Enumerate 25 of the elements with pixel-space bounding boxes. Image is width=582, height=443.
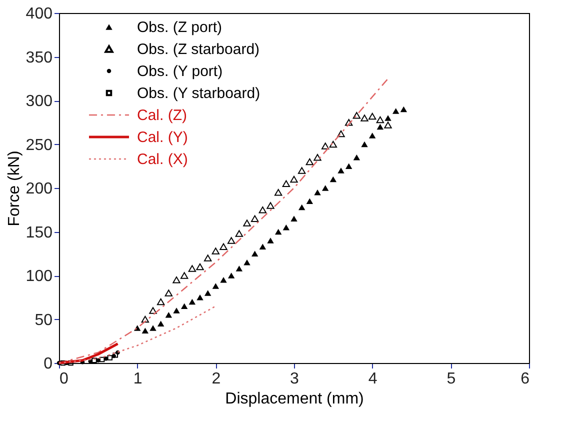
legend-label: Obs. (Y port)	[137, 63, 223, 80]
x-axis-title: Displacement (mm)	[225, 390, 364, 408]
legend-label: Cal. (Y)	[137, 129, 188, 146]
y-tick-label: 300	[26, 93, 53, 110]
y-tick-label: 400	[26, 6, 53, 22]
x-tick-label: 0	[60, 370, 68, 388]
y-tick-label: 0	[44, 356, 53, 372]
y-tick-label: 250	[26, 136, 53, 154]
legend-label: Obs. (Z port)	[137, 19, 222, 36]
legend-label: Obs. (Z starboard)	[137, 41, 260, 58]
y-tick-label: 200	[26, 180, 53, 198]
x-tick-label: 5	[446, 370, 456, 388]
legend-label: Obs. (Y starboard)	[137, 85, 260, 102]
legend-label: Cal. (X)	[137, 151, 188, 168]
x-tick-label: 2	[212, 370, 221, 388]
y-axis-title: Force (kN)	[6, 150, 23, 226]
x-tick-label: 3	[290, 370, 300, 388]
x-tick-label: 4	[368, 370, 378, 388]
y-tick-label: 350	[26, 49, 53, 66]
x-tick-label: 1	[133, 370, 142, 388]
legend-label: Cal. (Z)	[137, 107, 187, 124]
x-tick-label: 6	[520, 370, 530, 388]
y-tick-label: 100	[26, 268, 53, 285]
y-tick-label: 150	[26, 224, 53, 242]
y-tick-label: 50	[34, 312, 53, 329]
